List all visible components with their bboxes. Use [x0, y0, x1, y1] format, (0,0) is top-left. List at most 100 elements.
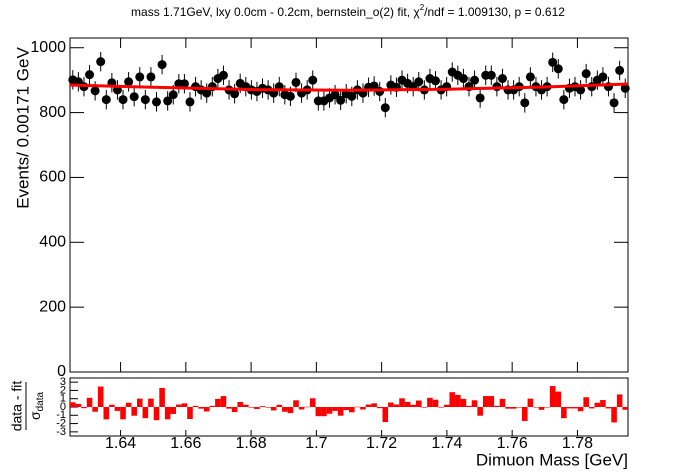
y-axis-label: Events/ 0.00171 GeV — [13, 47, 32, 209]
residual-bar — [332, 407, 338, 411]
residual-bar — [611, 407, 617, 423]
residual-bar — [287, 407, 294, 414]
x-tick-label: 1.72 — [366, 435, 397, 452]
data-point — [135, 72, 145, 82]
data-point — [146, 72, 156, 82]
data-point — [163, 96, 173, 106]
residual-bar — [187, 407, 193, 420]
plot-frame — [69, 37, 629, 373]
data-point — [118, 95, 128, 105]
residual-bar — [527, 398, 534, 407]
data-point — [152, 97, 162, 107]
data-point — [85, 70, 95, 80]
residual-bar — [449, 392, 456, 407]
residual-bar — [114, 407, 121, 411]
residual-bar — [237, 401, 243, 407]
residual-bar — [538, 407, 545, 410]
data-point — [285, 91, 295, 101]
residual-bar — [97, 386, 104, 407]
residual-bar — [533, 407, 539, 408]
residual-bar — [254, 407, 260, 409]
residual-bar — [86, 397, 93, 407]
data-point — [548, 57, 558, 67]
data-point — [559, 95, 569, 105]
residual-bar — [443, 404, 450, 407]
x-tick-label: 1.64 — [105, 435, 136, 452]
residual-bar — [148, 398, 154, 407]
data-point — [96, 57, 106, 67]
residual-bar — [549, 386, 556, 407]
denominator-text: σ — [27, 411, 43, 420]
residual-bar — [555, 391, 562, 407]
residual-bar — [259, 406, 266, 407]
residual-bar — [427, 397, 433, 407]
residual-bar — [92, 407, 98, 412]
data-point — [497, 74, 507, 84]
residual-bar — [326, 407, 333, 414]
residual-bar — [276, 404, 283, 407]
chart-title: mass 1.71GeV, lxy 0.0cm - 0.2cm, bernste… — [131, 3, 565, 19]
residual-bar — [70, 402, 76, 407]
residual-bar — [499, 398, 506, 407]
residual-y-tick-label: -1 — [56, 409, 66, 421]
residual-bar — [505, 407, 511, 409]
residual-bar — [142, 407, 149, 419]
residual-bar — [471, 400, 478, 407]
residual-bar — [521, 407, 528, 422]
data-point — [475, 93, 485, 103]
data-point — [202, 88, 212, 98]
y-tick-label: 400 — [39, 234, 66, 251]
data-point — [101, 95, 111, 105]
data-point — [129, 92, 139, 102]
residual-bar — [226, 407, 232, 409]
residual-bar — [455, 394, 461, 407]
residual-bar — [516, 407, 522, 408]
title-text: /ndf = 1.009130, p = 0.612 — [424, 5, 565, 19]
residual-label-numerator: data - fit — [9, 381, 25, 432]
residual-bar — [209, 405, 216, 407]
data-point — [168, 90, 178, 100]
residual-bar — [482, 396, 489, 407]
residual-bar — [616, 394, 623, 407]
data-point — [179, 79, 189, 89]
data-point — [90, 86, 100, 96]
data-point — [620, 83, 630, 93]
residual-bar — [270, 407, 277, 411]
residual-bar — [164, 407, 171, 420]
residual-bar — [415, 400, 422, 407]
data-point — [347, 91, 357, 101]
residual-bar — [605, 407, 612, 409]
residual-y-tick-label: 0 — [60, 401, 66, 413]
x-tick-label: 1.76 — [497, 435, 528, 452]
residual-bar — [81, 407, 87, 409]
residual-bar — [265, 407, 271, 408]
residual-y-tick-label: 2 — [60, 384, 66, 396]
residual-bar — [583, 397, 589, 407]
residual-bar — [600, 400, 606, 407]
x-axis-label: Dimuon Mass [GeV] — [476, 450, 628, 469]
residual-y-tick-label: -2 — [56, 417, 66, 429]
residual-bar — [192, 405, 199, 407]
residual-bar — [421, 407, 428, 408]
x-tick-label: 1.66 — [170, 435, 201, 452]
residual-bar — [399, 398, 405, 407]
residual-bar — [203, 407, 210, 412]
residual-bar — [321, 407, 327, 417]
data-point — [336, 95, 346, 105]
residual-bar — [388, 402, 394, 407]
residual-bar — [488, 396, 495, 407]
residual-bar — [159, 387, 165, 407]
x-tick-label: 1.74 — [431, 435, 462, 452]
y-tick-label: 0 — [57, 363, 66, 380]
residual-bar — [298, 407, 305, 410]
data-point — [185, 97, 195, 107]
data-point — [470, 75, 480, 85]
residual-bar — [293, 400, 299, 407]
residual-bar — [494, 405, 500, 407]
x-tick-label: 1.78 — [562, 435, 593, 452]
residual-bar — [176, 404, 182, 407]
residual-bar — [109, 404, 115, 407]
residual-bar — [309, 398, 316, 407]
residual-bar — [466, 405, 472, 407]
residual-bar — [566, 407, 573, 409]
